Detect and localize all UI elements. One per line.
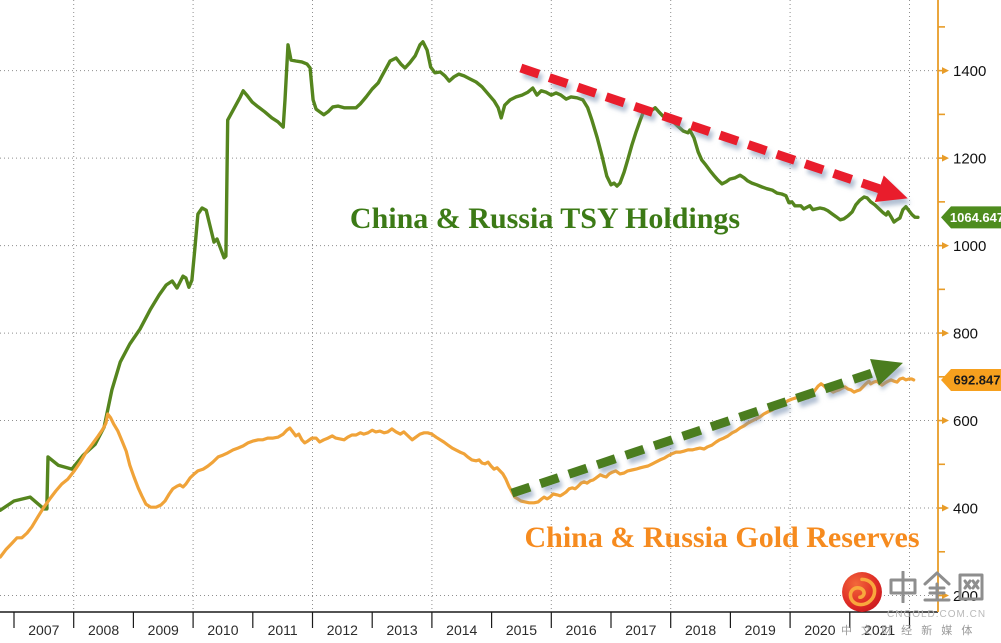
callout-box [941, 368, 1001, 391]
y-tick-label: 600 [953, 413, 978, 430]
cngold-logo-icon [842, 572, 882, 612]
y-tick-arrow [942, 242, 949, 250]
x-tick-label: 2009 [148, 622, 179, 638]
callout-box [941, 206, 1001, 229]
tsy-decline-arrow-head [874, 175, 908, 203]
gold-title: China & Russia Gold Reserves [524, 521, 919, 554]
tsy-holdings-line [0, 40, 920, 512]
x-tick-label: 2016 [566, 622, 597, 638]
tsy-decline-arrow [519, 63, 908, 203]
x-tick-label: 2018 [685, 622, 716, 638]
watermark-tagline: 中 文 财 经 新 媒 体 [841, 625, 976, 637]
gold-reserves-line [0, 376, 916, 559]
cngold-brand-glyphs [889, 570, 984, 604]
gold-rise-arrow-shaft [510, 366, 880, 498]
x-tick-label: 2007 [28, 622, 59, 638]
y-tick-label: 400 [953, 501, 978, 518]
y-tick-arrow [942, 67, 949, 75]
callout-value: 692.847 [954, 372, 1001, 387]
tsy-last-value-callout: 1064.647 [941, 206, 1001, 229]
x-tick-label: 2017 [625, 622, 656, 638]
x-tick-label: 2020 [804, 622, 835, 638]
x-tick-label: 2011 [268, 622, 298, 638]
y-tick-arrow [942, 329, 949, 337]
gold-rise-arrow [510, 359, 903, 498]
x-tick-label: 2015 [506, 622, 537, 638]
x-axis: 2007 2008 2009 2010 2011 2012 2013 2014 2015 2016… [0, 611, 938, 638]
y-tick-label: 1000 [953, 238, 986, 255]
x-tick-label: 2012 [327, 622, 358, 638]
y-tick-arrow [942, 154, 949, 162]
x-tick-label: 2013 [386, 622, 417, 638]
x-tick-label: 2008 [88, 622, 119, 638]
x-tick-label: 2021 [864, 622, 895, 638]
watermark-domain: CNGOLD.COM.CN [887, 609, 987, 620]
tsy-decline-arrow-shaft [519, 63, 885, 195]
x-tick-label: 2010 [207, 622, 238, 638]
x-tick-label: 2019 [745, 622, 776, 638]
y-tick-label: 800 [953, 326, 978, 343]
y-tick-label: 1200 [953, 151, 986, 168]
y-tick-arrow [942, 417, 949, 425]
y-tick-label: 1400 [953, 63, 986, 80]
tsy-title: China & Russia TSY Holdings [350, 202, 740, 235]
x-tick-label: 2014 [446, 622, 477, 638]
gold-last-value-callout: 692.847 [941, 368, 1001, 391]
callout-value: 1064.647 [950, 210, 1001, 225]
y-tick-arrow [942, 504, 949, 512]
cngold-watermark: CNGOLD.COM.CN 中 文 财 经 新 媒 体 [841, 570, 993, 637]
gold-rise-arrow-head [870, 359, 903, 386]
